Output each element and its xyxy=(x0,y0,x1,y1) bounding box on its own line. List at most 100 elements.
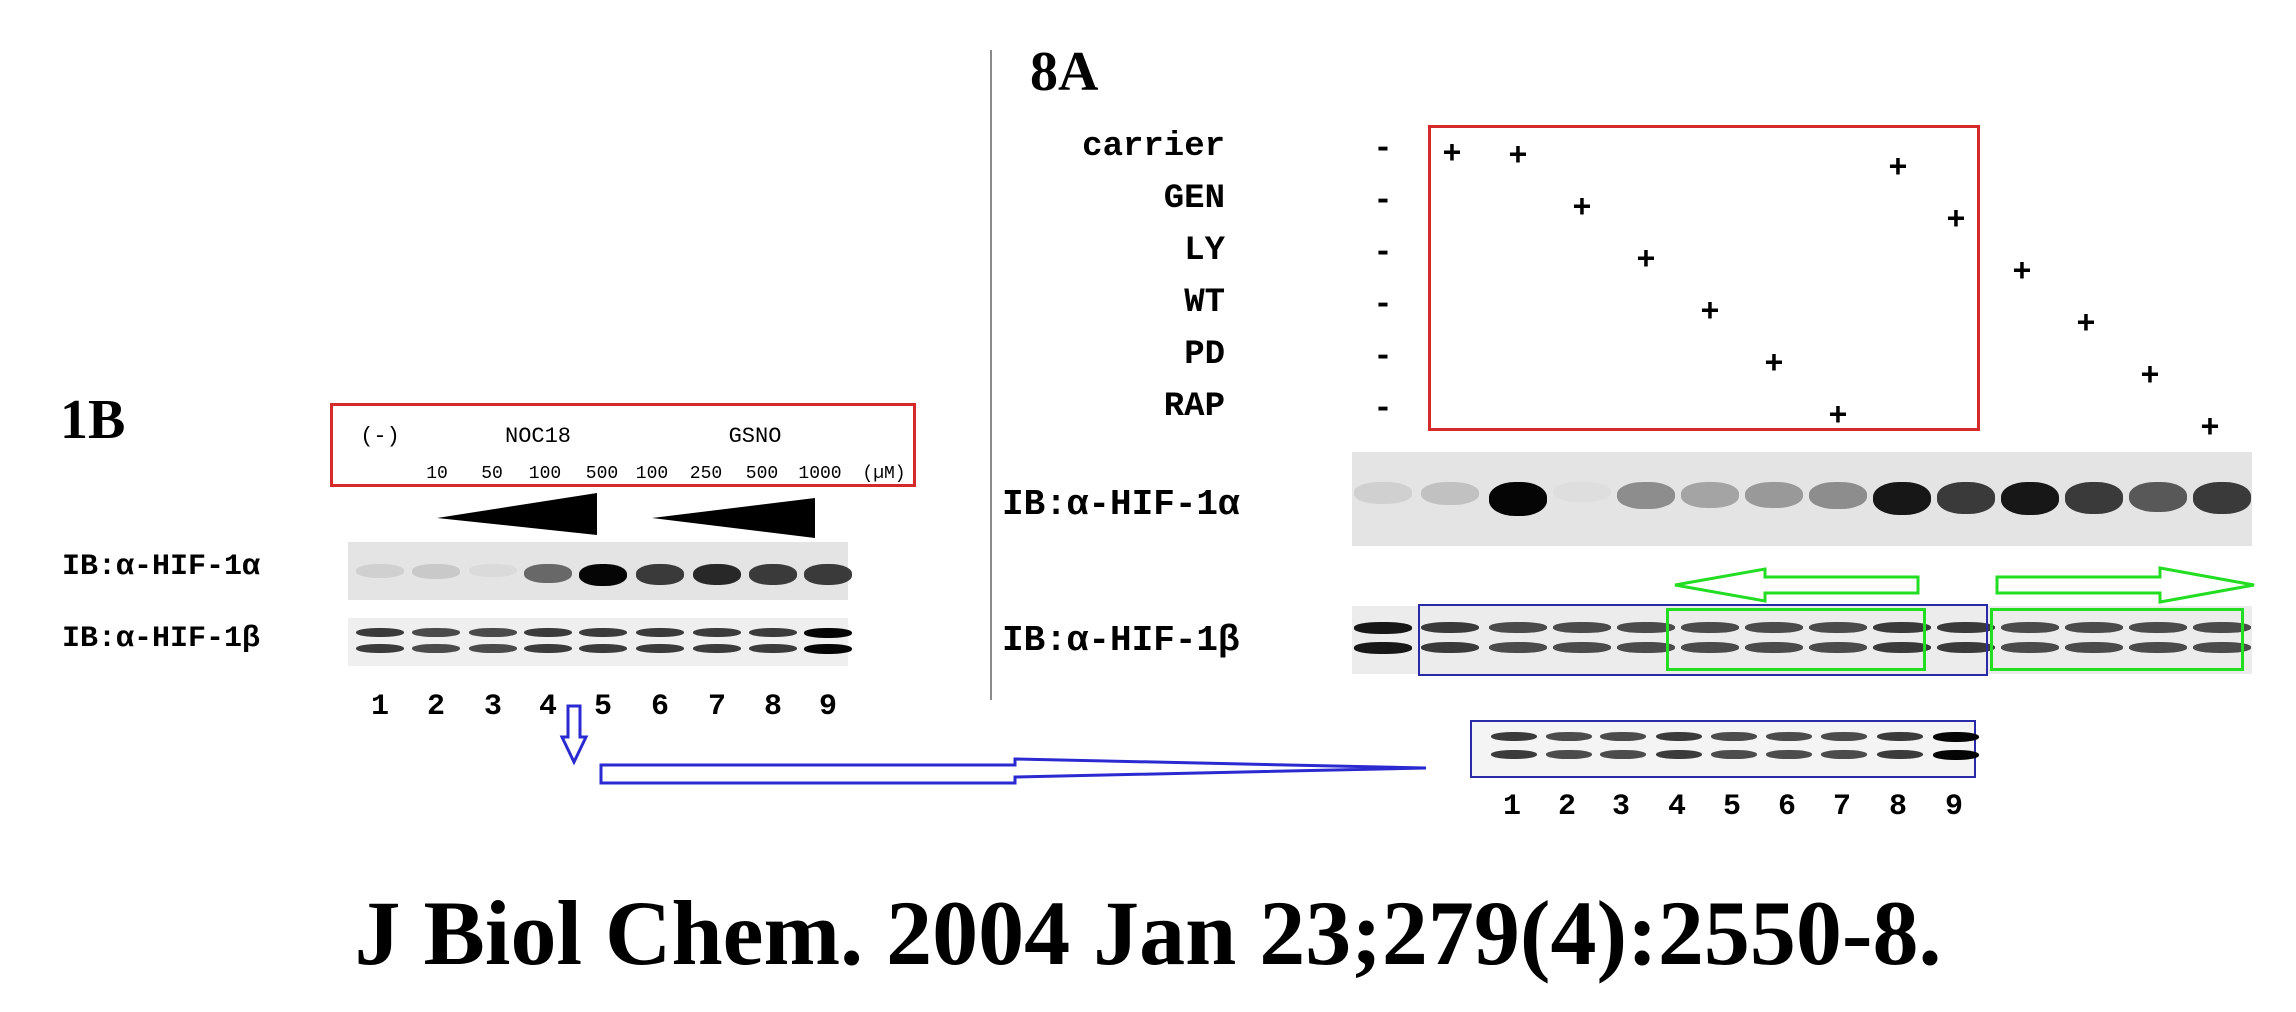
blot-band xyxy=(1711,750,1757,760)
conc-label: 50 xyxy=(481,464,503,484)
blot-band xyxy=(749,628,797,638)
minus-mark: - xyxy=(1373,338,1393,375)
plus-mark: + xyxy=(1946,202,1966,239)
blot-band xyxy=(636,628,684,638)
blot-band xyxy=(2001,642,2059,653)
blot-band xyxy=(1681,482,1739,508)
blot-band xyxy=(412,644,460,654)
blot-band xyxy=(469,644,517,654)
blot-band xyxy=(1656,732,1702,742)
comparison-strip-blot xyxy=(1470,720,1979,778)
treatment-label: WT xyxy=(1184,284,1225,322)
blot-band xyxy=(2001,482,2059,516)
blot-band xyxy=(1873,622,1931,634)
blot-band xyxy=(1809,642,1867,653)
plus-mark: + xyxy=(1700,294,1720,331)
blot-band xyxy=(1933,732,1979,742)
lane-number: 6 xyxy=(1777,790,1797,824)
blot-band xyxy=(356,564,404,579)
blot-band xyxy=(1491,750,1537,760)
treatment-label: GEN xyxy=(1163,180,1225,218)
blot-band xyxy=(804,564,852,585)
long-left-arrow xyxy=(599,757,1427,785)
lane-number: 2 xyxy=(426,690,446,724)
down-arrow xyxy=(559,704,589,766)
lane-number: 2 xyxy=(1557,790,1577,824)
blot-band xyxy=(1877,732,1923,742)
panel-8a-green-box-right xyxy=(1990,608,2244,671)
treatment-label: carrier xyxy=(1082,128,1225,166)
citation: J Biol Chem. 2004 Jan 23;279(4):2550-8. xyxy=(354,882,1942,984)
blot-band xyxy=(1873,482,1931,516)
blot-band xyxy=(2001,622,2059,633)
blot-band xyxy=(693,644,741,654)
blot-band xyxy=(804,628,852,638)
blot-band xyxy=(524,644,572,654)
conc-label: 250 xyxy=(689,464,723,484)
blot-band xyxy=(1546,732,1592,742)
panel-8a-blue-box xyxy=(1418,604,1988,676)
lane-number: 8 xyxy=(1888,790,1908,824)
lane-number: 8 xyxy=(763,690,783,724)
blot-band xyxy=(1745,622,1803,633)
blot-band xyxy=(1600,750,1646,760)
plus-mark: + xyxy=(2200,410,2220,447)
blot-band xyxy=(1421,622,1479,634)
plus-mark: + xyxy=(1442,136,1462,173)
blot-band xyxy=(1873,642,1931,654)
blot-band xyxy=(579,564,627,586)
blot-band xyxy=(1489,642,1547,653)
panel-1b-hif1b-label: IB:α-HIF-1β xyxy=(62,622,261,656)
blot-band xyxy=(579,644,627,654)
blot-band xyxy=(2193,622,2251,633)
blot-band xyxy=(1821,750,1867,760)
panel-1b-label: 1B xyxy=(60,389,126,451)
blot-band xyxy=(2065,622,2123,633)
lane-number: 7 xyxy=(1832,790,1852,824)
lane-number: 7 xyxy=(707,690,727,724)
blot-band xyxy=(1809,482,1867,510)
conc-label: 100 xyxy=(635,464,669,484)
blot-band xyxy=(1877,750,1923,760)
blot-band xyxy=(1553,482,1611,502)
blot-band xyxy=(693,564,741,585)
panel-divider xyxy=(990,50,992,700)
panel-1b-noc18-label: NOC18 xyxy=(504,424,572,449)
blot-band xyxy=(1354,622,1412,634)
blot-band xyxy=(1711,732,1757,742)
panel-8a-green-box-left xyxy=(1666,608,1926,671)
blot-band xyxy=(1745,642,1803,653)
panel-8a-label: 8A xyxy=(1030,41,1099,103)
blot-band xyxy=(1491,732,1537,742)
blot-band xyxy=(1553,642,1611,653)
blot-band xyxy=(1937,642,1995,654)
lane-number: 1 xyxy=(370,690,390,724)
blot-band xyxy=(1937,482,1995,514)
blot-band xyxy=(749,564,797,585)
blot-band xyxy=(1766,750,1812,760)
blot-band xyxy=(1766,732,1812,742)
plus-mark: + xyxy=(1508,138,1528,175)
blot-band xyxy=(2129,482,2187,513)
panel-8a-hif1b-blot xyxy=(1352,606,2252,674)
panel-8a-treatment-box xyxy=(1428,125,1980,431)
plus-mark: + xyxy=(2012,254,2032,291)
blot-band xyxy=(1937,622,1995,634)
plus-mark: + xyxy=(1764,346,1784,383)
blot-band xyxy=(2065,482,2123,514)
conc-label: 500 xyxy=(585,464,619,484)
treatment-label: LY xyxy=(1184,232,1225,270)
panel-8a-hif1b-label: IB:α-HIF-1β xyxy=(1002,620,1240,661)
conc-label: 10 xyxy=(426,464,448,484)
blot-band xyxy=(804,644,852,654)
blot-band xyxy=(1354,482,1412,504)
panel-1b-untreated-label: (-) xyxy=(360,424,400,449)
minus-mark: - xyxy=(1373,390,1393,427)
blot-band xyxy=(356,628,404,638)
panel-1b-condition-box xyxy=(330,403,916,487)
noc18-dose-wedge xyxy=(437,493,597,535)
lane-number: 4 xyxy=(538,690,558,724)
plus-mark: + xyxy=(2076,306,2096,343)
blot-band xyxy=(2065,642,2123,653)
